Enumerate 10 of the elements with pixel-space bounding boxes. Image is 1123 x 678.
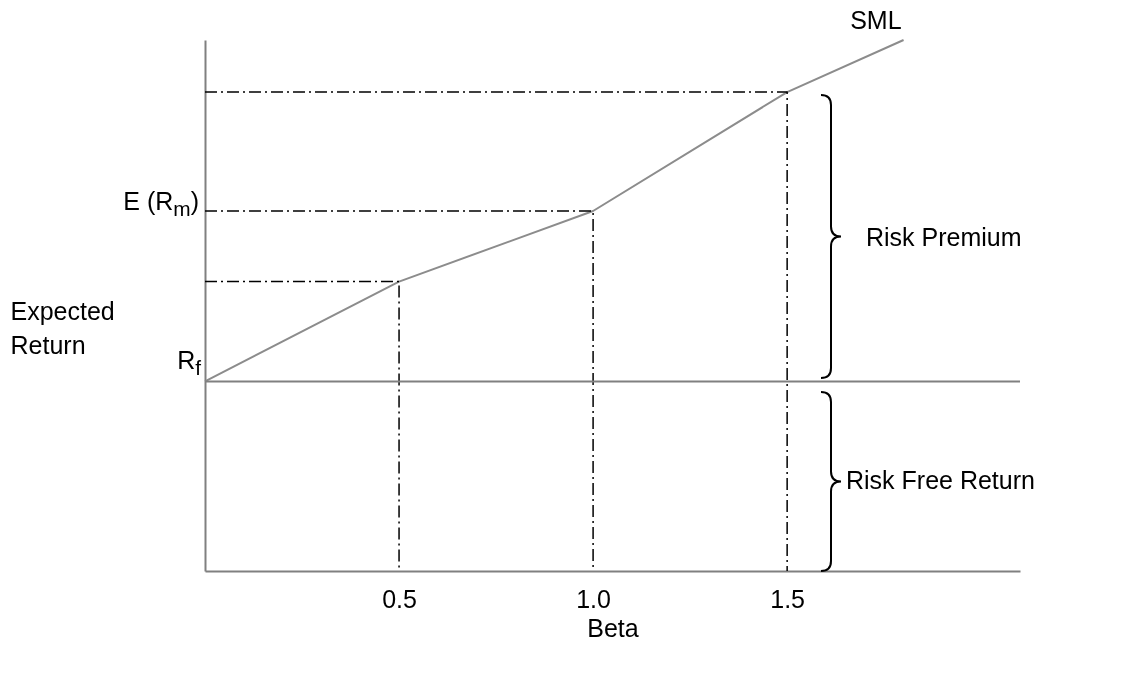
x-tick-label: 1.0: [576, 584, 611, 613]
annotation: Risk Premium: [866, 222, 1022, 251]
y-axis-title: Expected Return: [10, 296, 115, 359]
ref-line-label: R$_{f}$: [177, 346, 201, 380]
x-tick-label: 0.5: [382, 584, 417, 613]
x-tick-label: 1.5: [770, 584, 806, 613]
series-label: SML: [850, 6, 902, 34]
x-axis-title: Beta: [587, 613, 639, 642]
annotation: Risk Free Return: [846, 465, 1035, 494]
text: E (R$_{m}$): [123, 186, 199, 220]
